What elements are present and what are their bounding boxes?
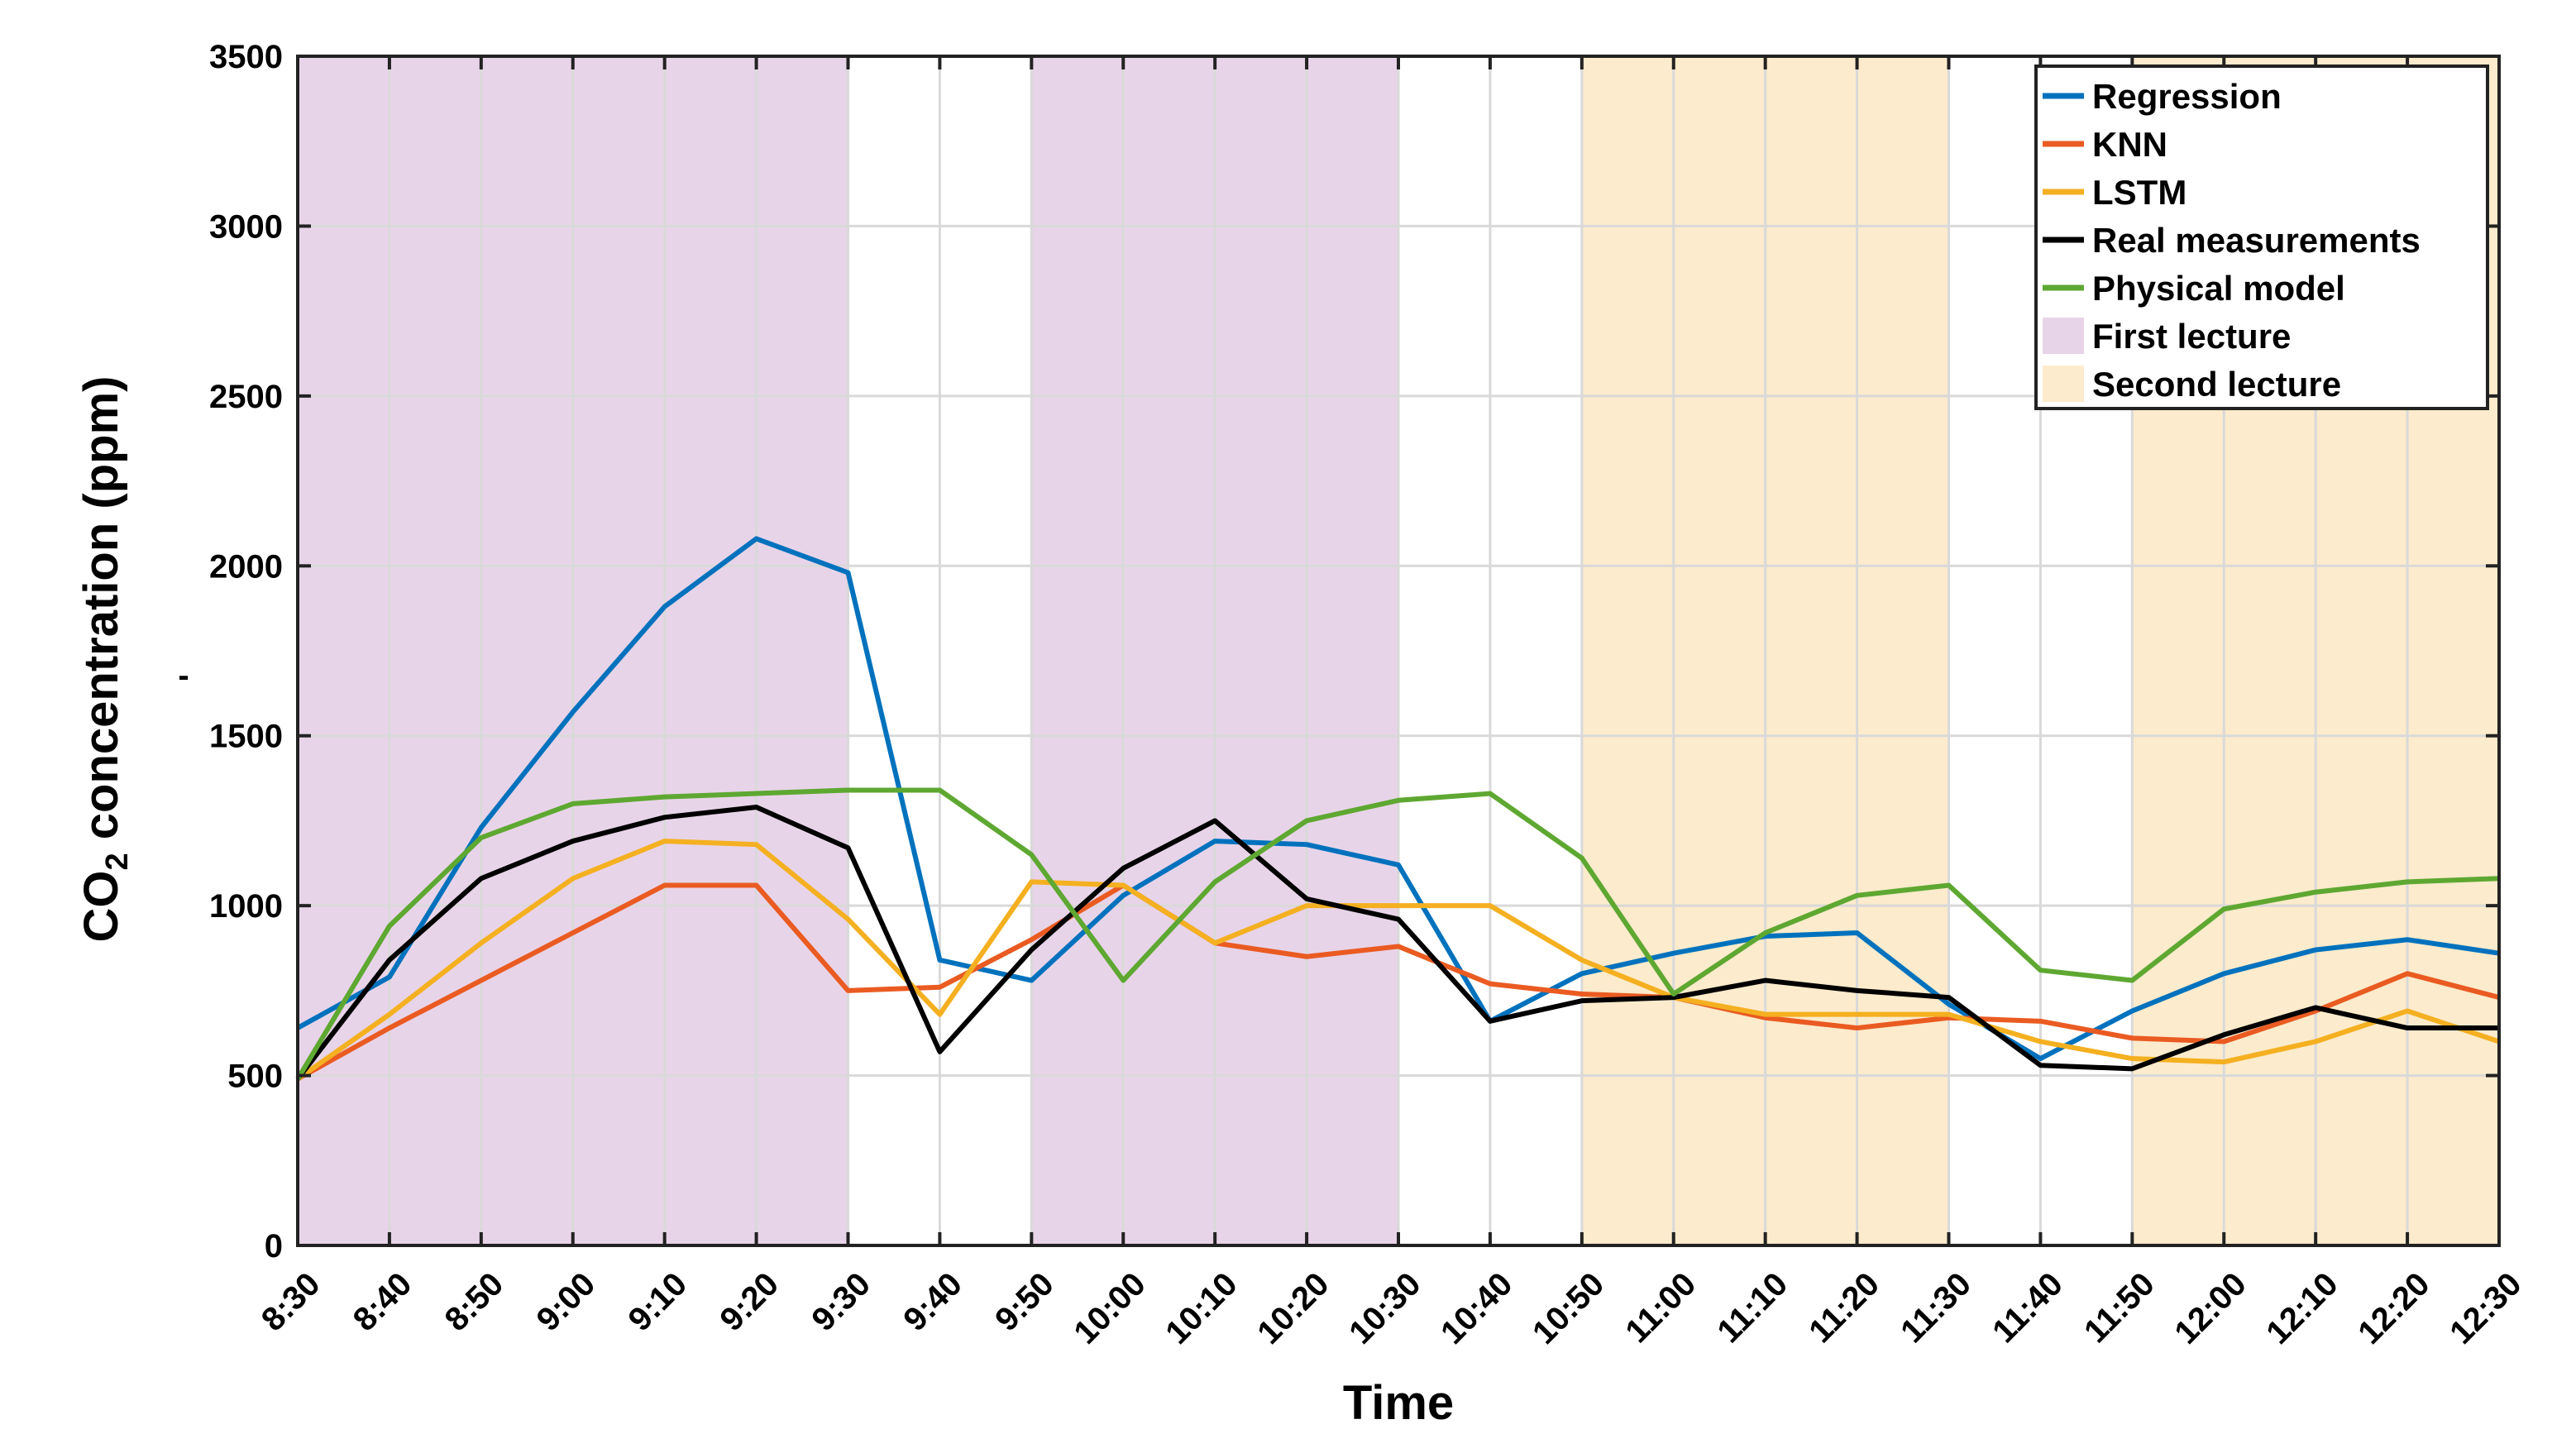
x-tick-label: 11:10 <box>1710 1265 1795 1350</box>
y-tick-label: 1000 <box>209 888 283 925</box>
x-tick-label: 10:10 <box>1159 1265 1244 1350</box>
legend-label: First lecture <box>2092 317 2291 356</box>
legend-box <box>2034 65 2489 410</box>
series-line-physical-model <box>295 787 2500 1081</box>
axis-ticks <box>296 55 2501 1247</box>
x-tick-label: 12:00 <box>2167 1265 2253 1350</box>
x-tick-label: 12:10 <box>2259 1265 2344 1350</box>
series-line-real-measurements <box>295 804 2499 1081</box>
x-tick-label: 11:00 <box>1618 1265 1703 1350</box>
x-tick-label: 10:00 <box>1067 1265 1152 1350</box>
legend-label: KNN <box>2092 125 2167 164</box>
x-tick-label: 8:30 <box>255 1265 327 1338</box>
y-axis-title-rest: concentration (ppm) <box>74 376 128 853</box>
legend-label: Physical model <box>2092 269 2345 308</box>
x-tick-label: 10:40 <box>1434 1265 1519 1350</box>
legend-label: LSTM <box>2092 173 2186 212</box>
legend: Regression KNN LSTM Real measurements Physic… <box>2034 65 2489 410</box>
x-tick-label: 10:30 <box>1342 1265 1427 1350</box>
legend-label: Second lecture <box>2092 365 2341 404</box>
y-axis-stray-mark: - <box>178 657 189 694</box>
y-tick-label: 1500 <box>209 719 283 755</box>
legend-label: Real measurements <box>2092 221 2421 260</box>
series-line-regression <box>296 536 2500 1062</box>
x-tick-label: 8:40 <box>346 1265 419 1338</box>
x-tick-label: 11:30 <box>1894 1265 1978 1350</box>
x-axis-title: Time <box>1343 1376 1454 1430</box>
x-tick-label: 9:10 <box>622 1265 695 1338</box>
x-tick-label: 9:30 <box>805 1265 877 1338</box>
x-tick-label: 9:50 <box>988 1265 1061 1338</box>
x-tick-label: 12:20 <box>2351 1265 2436 1350</box>
x-tick-label: 12:30 <box>2443 1265 2528 1350</box>
x-tick-label: 9:40 <box>896 1265 969 1338</box>
x-tick-labels: 8:30 8:40 8:50 9:00 9:10 9:20 9:30 9:40 9:50 10:0… <box>255 1265 2529 1350</box>
x-tick-label: 10:20 <box>1250 1265 1336 1350</box>
x-tick-label: 11:20 <box>1802 1265 1886 1350</box>
y-axis-title: CO2 concentration (ppm) <box>74 376 135 943</box>
x-tick-label: 11:40 <box>1986 1265 2070 1350</box>
y-tick-label: 0 <box>265 1228 283 1264</box>
series-lines <box>295 536 2500 1082</box>
y-tick-labels: 0 500 1000 1500 2000 2500 3000 3500 <box>209 39 283 1264</box>
x-tick-label: 8:50 <box>438 1265 511 1338</box>
series-line-knn <box>296 882 2500 1082</box>
series-line-lstm <box>296 839 2500 1082</box>
y-tick-label: 2500 <box>209 379 283 415</box>
x-tick-label: 9:20 <box>713 1265 786 1338</box>
y-tick-label: 3500 <box>209 39 283 75</box>
legend-swatch <box>2043 366 2084 402</box>
x-tick-label: 9:00 <box>530 1265 603 1338</box>
legend-label: Regression <box>2092 77 2282 116</box>
y-axis-title-subscript: 2 <box>100 853 135 870</box>
y-axis-title-main: CO <box>74 870 128 942</box>
y-tick-label: 500 <box>227 1059 283 1095</box>
x-tick-label: 11:50 <box>2077 1265 2162 1350</box>
legend-swatch <box>2043 318 2084 354</box>
y-tick-label: 2000 <box>209 548 283 585</box>
x-tick-label: 10:50 <box>1526 1265 1611 1350</box>
y-tick-label: 3000 <box>209 208 283 245</box>
